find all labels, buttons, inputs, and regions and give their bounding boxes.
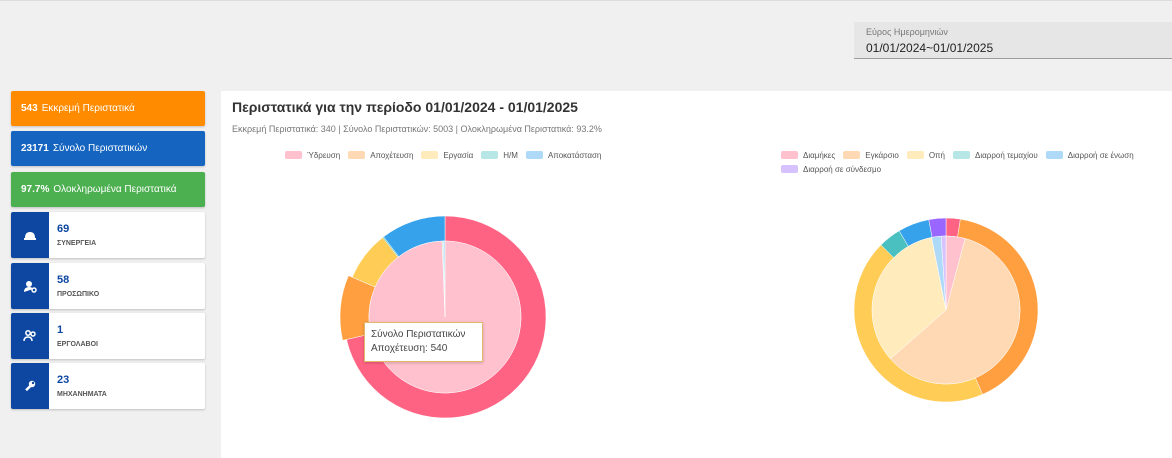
legend-item[interactable]: Διαρροή σε ένωση (1045, 148, 1134, 162)
stat-contractors-value: 1 (57, 324, 64, 336)
panel-title: Περιστατικά για την περίοδο 01/01/2024 -… (232, 99, 578, 115)
legend-label: Ύδρευση (307, 150, 341, 160)
chart2-legend: Διαμήκες Εγκάρσιο Οπή Διαρροή τεμαχίου Διαρρ… (781, 148, 1161, 176)
tooltip-title: Σύνολο Περιστατικών (371, 329, 466, 340)
legend-label: Η/Μ (503, 150, 518, 160)
stat-crews-label: ΣΥΝΕΡΓΕΙΑ (57, 240, 97, 247)
kpi-pending-card[interactable]: 543 Εκκρεμή Περιστατικά (11, 91, 205, 126)
kpi-pending-value: 543 (21, 103, 38, 114)
legend-swatch (953, 151, 971, 159)
date-range-value[interactable]: 01/01/2024~01/01/2025 (866, 41, 994, 55)
chart-tooltip: Σύνολο Περιστατικών Αποχέτευση: 540 (364, 322, 483, 362)
tooltip-line: Αποχέτευση: 540 (371, 343, 448, 354)
legend-swatch (481, 151, 499, 159)
legend-item[interactable]: Διαρροή τεμαχίου (953, 148, 1038, 162)
top-divider (0, 0, 1172, 1)
stat-contractors-label: ΕΡΓΟΛΑΒΟΙ (57, 341, 98, 348)
kpi-completed-value: 97.7% (21, 184, 50, 195)
legend-swatch (843, 151, 861, 159)
inner-slice[interactable] (940, 235, 947, 311)
stat-staff-value: 58 (57, 274, 70, 286)
kpi-total-card[interactable]: 23171 Σύνολο Περιστατικών (11, 131, 205, 166)
kpi-pending-label: Εκκρεμή Περιστατικά (41, 103, 135, 114)
panel-subtitle: Εκκρεμή Περιστατικά: 340 | Σύνολο Περιστ… (232, 124, 602, 134)
legend-swatch (1045, 151, 1063, 159)
helmet-icon (11, 212, 49, 258)
people-icon (11, 313, 49, 359)
legend-swatch (525, 151, 543, 159)
stat-staff-card[interactable]: 58 ΠΡΟΣΩΠΙΚΟ (11, 263, 205, 309)
legend-item[interactable]: Εργασία (421, 148, 473, 162)
legend-label: Αποκατάσταση (547, 150, 602, 160)
incidents-panel: Περιστατικά για την περίοδο 01/01/2024 -… (221, 91, 1172, 458)
legend-swatch (781, 165, 798, 173)
legend-label: Εργασία (443, 150, 474, 160)
legend-item[interactable]: Εγκάρσιο (843, 148, 899, 162)
kpi-completed-card[interactable]: 97.7% Ολοκληρωμένα Περιστατικά (11, 172, 205, 207)
legend-label: Εγκάρσιο (865, 150, 899, 160)
stat-staff-label: ΠΡΟΣΩΠΙΚΟ (57, 291, 100, 298)
legend-label: Διαρροή τεμαχίου (975, 150, 1038, 160)
legend-item[interactable]: Οπή (906, 148, 946, 162)
outer-slice[interactable] (928, 217, 947, 238)
legend-item[interactable]: Ύδρευση (285, 148, 340, 162)
chart1-legend: Ύδρευση Αποχέτευση Εργασία Η/Μ Αποκατάσταση (285, 148, 625, 162)
legend-swatch (285, 151, 302, 159)
stat-machines-value: 23 (57, 374, 70, 386)
inner-slice[interactable] (443, 240, 446, 318)
legend-label: Αποχέτευση (370, 150, 414, 160)
kpi-total-label: Σύνολο Περιστατικών (52, 143, 148, 154)
legend-item[interactable]: Αποχέτευση (348, 148, 413, 162)
legend-swatch (421, 151, 439, 159)
kpi-completed-label: Ολοκληρωμένα Περιστατικά (53, 184, 177, 195)
inner-slice[interactable] (890, 238, 1021, 385)
stat-contractors-card[interactable]: 1 ΕΡΓΟΛΑΒΟΙ (11, 313, 205, 359)
stat-machines-card[interactable]: 23 ΜΗΧΑΝΗΜΑΤΑ (11, 363, 205, 409)
legend-item[interactable]: Αποκατάσταση (525, 148, 602, 162)
date-range-label: Εύρος Ημερομηνιών (866, 27, 948, 37)
legend-swatch (906, 151, 924, 159)
legend-item[interactable]: Διαρροή σε σύνδεσμο (781, 162, 881, 176)
legend-label: Οπή (928, 150, 946, 160)
person-gear-icon (11, 263, 49, 309)
legend-swatch (781, 151, 798, 159)
wrench-icon (11, 363, 49, 409)
kpi-total-value: 23171 (21, 143, 49, 154)
stat-crews-card[interactable]: 69 ΣΥΝΕΡΓΕΙΑ (11, 212, 205, 258)
stat-crews-value: 69 (57, 223, 70, 235)
legend-label: Διαρροή σε σύνδεσμο (803, 164, 882, 174)
legend-item[interactable]: Η/Μ (481, 148, 518, 162)
legend-label: Διαρροή σε ένωση (1067, 150, 1134, 160)
stat-machines-label: ΜΗΧΑΝΗΜΑΤΑ (57, 391, 107, 398)
inner-slice[interactable] (871, 237, 947, 360)
leak-type-chart[interactable] (851, 205, 1041, 415)
date-range-field[interactable]: Εύρος Ημερομηνιών 01/01/2024~01/01/2025 (854, 22, 1172, 59)
legend-swatch (348, 151, 366, 159)
incidents-by-type-chart[interactable] (335, 205, 555, 425)
legend-item[interactable]: Διαμήκες (781, 148, 835, 162)
legend-label: Διαμήκες (803, 150, 836, 160)
